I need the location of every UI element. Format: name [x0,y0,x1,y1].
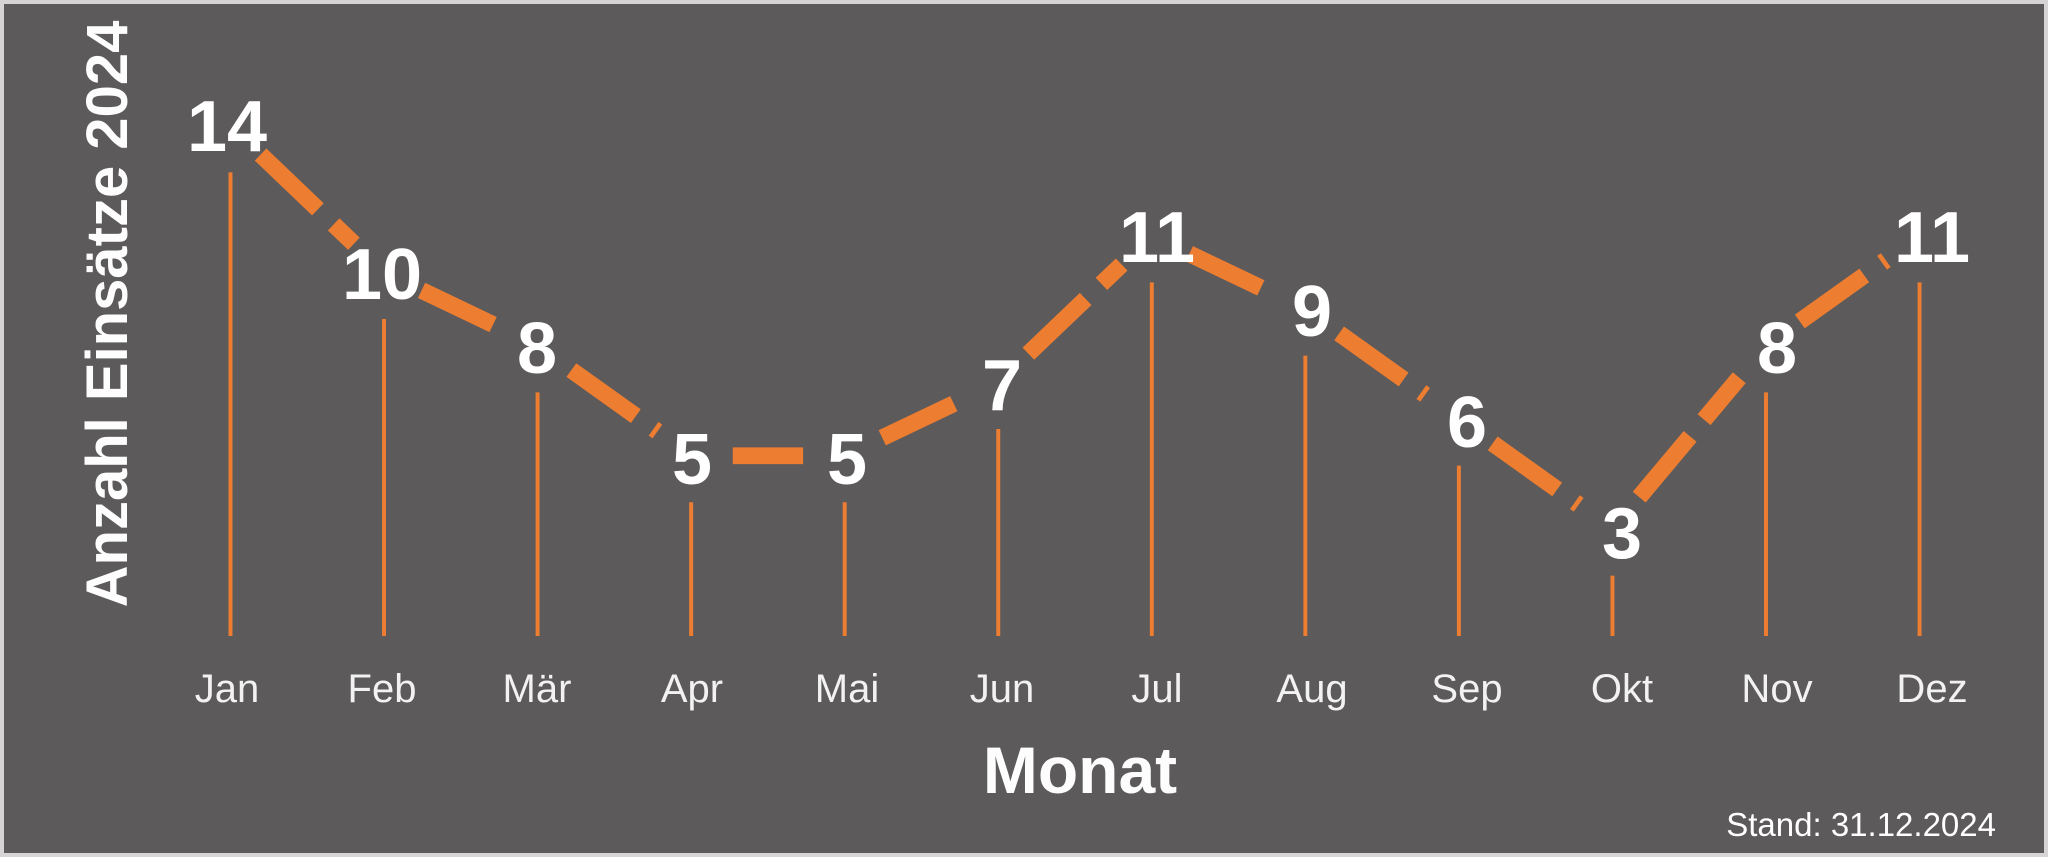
y-axis-title: Anzahl Einsätze 2024 [75,20,140,608]
data-label: 11 [1118,198,1196,278]
data-label: 8 [516,309,558,389]
plot-area [228,148,1922,637]
series-segment [1487,436,1584,512]
series-segment [1334,326,1431,402]
series-segment [1794,253,1891,329]
dashed-series-group [254,148,1891,512]
series-segment [1185,246,1272,299]
x-tick-label: Nov [1741,667,1813,711]
x-axis-title: Monat [982,733,1178,807]
x-tick-label: Apr [660,667,724,711]
series-segment [254,148,360,250]
data-label: 5 [826,420,868,500]
drop-lines-group [228,172,1922,637]
x-tick-label: Mai [814,667,880,711]
data-label: 7 [981,346,1023,426]
data-label: 14 [186,87,268,167]
series-segment [1632,372,1746,503]
series-segment [417,282,504,336]
x-tick-label: Aug [1276,667,1348,711]
data-label: 10 [341,235,423,315]
data-label: 9 [1291,272,1333,352]
series-segment [1022,258,1128,360]
data-label: 5 [671,420,713,500]
x-tick-label: Sep [1431,667,1503,711]
x-tick-label: Dez [1896,667,1968,711]
x-tick-label: Jul [1131,667,1183,711]
status-date-note: Stand: 31.12.2024 [1726,806,1996,843]
x-tick-label: Feb [347,667,417,711]
series-segment [878,392,965,446]
data-label: 8 [1756,309,1798,389]
x-tick-label: Jan [194,667,260,711]
data-label: 11 [1893,198,1971,278]
x-tick-label: Jun [969,667,1035,711]
x-tick-label: Okt [1590,667,1654,711]
data-label: 6 [1446,383,1488,463]
x-tick-label: Mär [502,667,572,711]
data-label: 3 [1601,494,1643,574]
series-segment [566,363,663,439]
